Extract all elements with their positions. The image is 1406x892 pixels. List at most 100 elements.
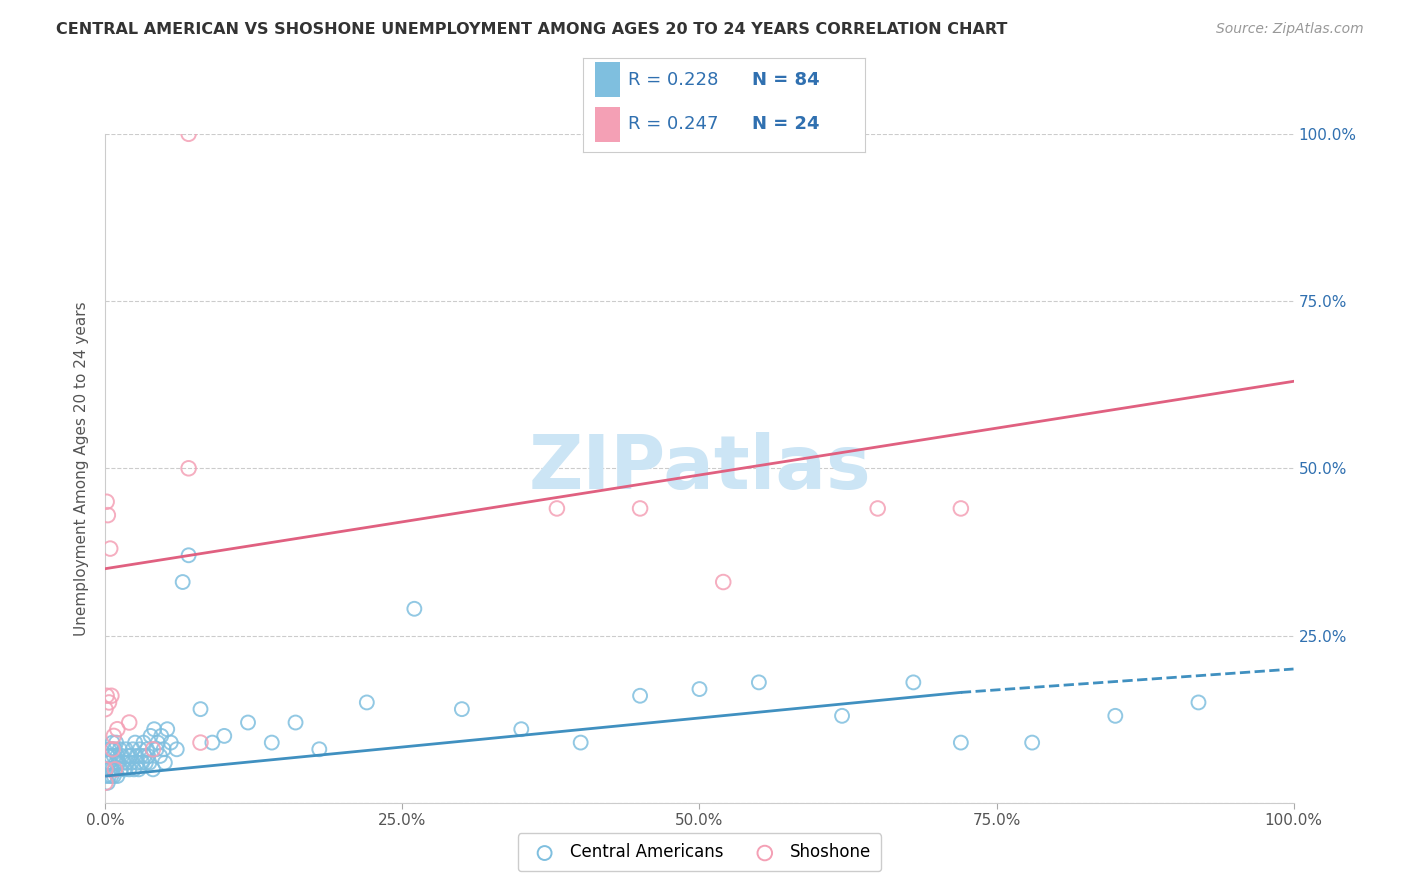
Point	[125, 749, 148, 764]
Point	[100, 689, 122, 703]
Point	[949, 501, 972, 516]
Point	[97, 775, 120, 790]
Point	[1021, 735, 1043, 749]
Point	[153, 756, 176, 770]
Point	[139, 729, 162, 743]
Point	[104, 762, 127, 776]
Point	[138, 756, 160, 770]
Point	[866, 501, 889, 516]
Point	[105, 723, 128, 737]
Point	[142, 742, 165, 756]
Point	[101, 762, 124, 776]
Point	[105, 749, 128, 764]
Point	[128, 762, 150, 776]
Point	[114, 742, 136, 756]
Point	[689, 681, 711, 696]
Point	[103, 749, 125, 764]
Point	[177, 548, 200, 563]
Text: N = 84: N = 84	[752, 71, 820, 89]
Point	[711, 575, 734, 590]
Point	[134, 749, 156, 764]
Point	[569, 735, 592, 749]
Point	[97, 749, 120, 764]
Y-axis label: Unemployment Among Ages 20 to 24 years: Unemployment Among Ages 20 to 24 years	[75, 301, 90, 636]
Text: R = 0.247: R = 0.247	[628, 115, 718, 134]
Point	[177, 127, 200, 141]
Point	[149, 749, 172, 764]
Bar	[595, 62, 620, 97]
Point	[404, 602, 426, 616]
Point	[172, 575, 194, 590]
Point	[628, 501, 651, 516]
Point	[131, 756, 153, 770]
Point	[104, 762, 127, 776]
Point	[142, 762, 165, 776]
Point	[150, 729, 173, 743]
Point	[105, 735, 128, 749]
Point	[98, 696, 121, 710]
Point	[117, 749, 139, 764]
Text: R = 0.228: R = 0.228	[628, 71, 718, 89]
Point	[190, 735, 212, 749]
Point	[101, 742, 124, 756]
Point	[214, 729, 236, 743]
Point	[127, 756, 149, 770]
Text: N = 24: N = 24	[752, 115, 820, 134]
Point	[112, 756, 135, 770]
Point	[143, 723, 166, 737]
Point	[1187, 696, 1209, 710]
Point	[107, 756, 129, 770]
Point	[510, 723, 533, 737]
Text: ZIPatlas: ZIPatlas	[529, 432, 870, 505]
Point	[103, 729, 125, 743]
Legend: Central Americans, Shoshone: Central Americans, Shoshone	[517, 833, 882, 871]
Point	[121, 756, 143, 770]
Point	[748, 675, 770, 690]
Point	[118, 715, 141, 730]
Point	[98, 541, 121, 556]
Point	[132, 735, 155, 749]
Point	[260, 735, 283, 749]
Point	[124, 735, 146, 749]
Point	[118, 762, 141, 776]
Point	[129, 749, 152, 764]
Point	[96, 689, 118, 703]
Bar	[595, 107, 620, 142]
Point	[308, 742, 330, 756]
Point	[152, 742, 174, 756]
Point	[104, 742, 127, 756]
Point	[111, 749, 134, 764]
Point	[94, 762, 117, 776]
Point	[108, 742, 131, 756]
Point	[1104, 708, 1126, 723]
Point	[159, 735, 181, 749]
Point	[190, 702, 212, 716]
Point	[546, 501, 568, 516]
Point	[284, 715, 307, 730]
Point	[831, 708, 853, 723]
Point	[98, 756, 121, 770]
Point	[103, 769, 125, 783]
Point	[145, 742, 167, 756]
Point	[96, 756, 118, 770]
Point	[156, 723, 179, 737]
Point	[96, 762, 118, 776]
Point	[100, 742, 122, 756]
Point	[98, 749, 121, 764]
Point	[166, 742, 188, 756]
Point	[98, 762, 121, 776]
Point	[949, 735, 972, 749]
Point	[115, 756, 138, 770]
Point	[356, 696, 378, 710]
Point	[177, 461, 200, 475]
Point	[101, 735, 124, 749]
Point	[94, 775, 117, 790]
Point	[98, 742, 121, 756]
Point	[903, 675, 925, 690]
Point	[94, 769, 117, 783]
Point	[122, 762, 145, 776]
Point	[96, 494, 118, 508]
Point	[135, 756, 157, 770]
Point	[136, 742, 159, 756]
Point	[98, 769, 121, 783]
